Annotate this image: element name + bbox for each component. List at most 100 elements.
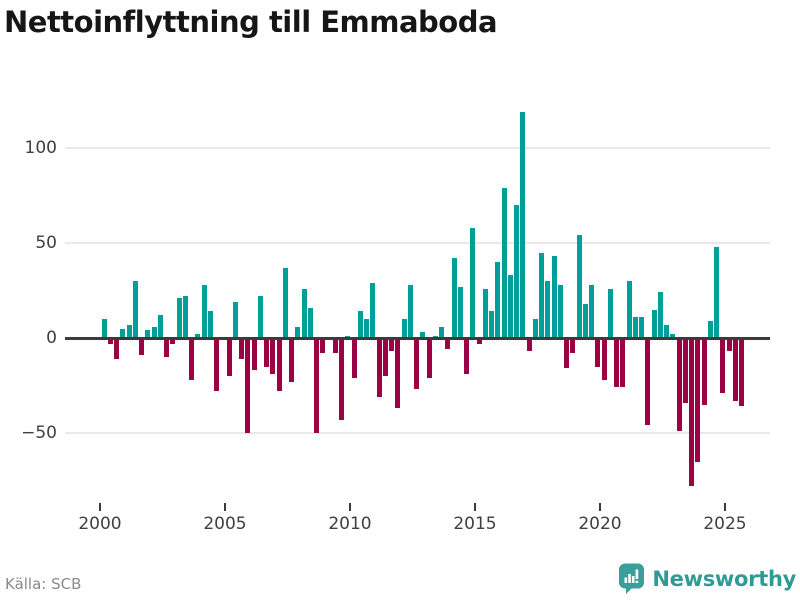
bar (545, 281, 551, 338)
bar (532, 319, 538, 338)
bar (682, 338, 688, 403)
bar (170, 338, 176, 344)
bar (520, 111, 526, 338)
x-axis-tick (724, 503, 726, 511)
bar (595, 338, 601, 367)
bar (601, 338, 607, 380)
bar (539, 252, 544, 338)
brand-wordmark: Newsworthy (652, 566, 796, 591)
bar (701, 338, 707, 405)
bar (114, 338, 119, 359)
bar (370, 282, 376, 338)
bar (445, 338, 451, 350)
bar (507, 275, 513, 338)
bar (626, 281, 632, 338)
bar (439, 326, 444, 338)
bar (482, 288, 488, 338)
x-axis-label: 2025 (703, 514, 747, 534)
bar (164, 338, 169, 357)
bar (151, 326, 157, 338)
bar (707, 320, 713, 338)
bar (332, 338, 338, 354)
y-axis-label: −50 (21, 423, 57, 443)
x-axis-tick (349, 503, 351, 511)
bar (295, 326, 301, 338)
bar (414, 338, 419, 390)
bar (732, 338, 738, 401)
y-gridline (65, 242, 770, 244)
bar (739, 338, 744, 407)
bar (576, 235, 582, 338)
bar (657, 292, 663, 338)
x-axis-tick (599, 503, 601, 511)
x-axis-tick (474, 503, 476, 511)
bar (245, 338, 251, 433)
bar (207, 311, 213, 338)
bar (457, 286, 463, 338)
bar (376, 338, 382, 397)
bar (382, 338, 388, 376)
bar (339, 338, 344, 420)
bar (389, 338, 394, 352)
bar (257, 296, 263, 338)
x-axis-tick (224, 503, 226, 511)
bar (195, 334, 201, 338)
bar (364, 319, 369, 338)
bar (420, 332, 426, 338)
x-axis-label: 2020 (578, 514, 622, 534)
bar (726, 338, 732, 352)
bar (632, 317, 638, 338)
x-axis-label: 2010 (328, 514, 372, 534)
bar (651, 309, 657, 338)
bar (470, 227, 476, 338)
bar (501, 187, 507, 338)
y-axis-label: 100 (24, 138, 57, 158)
bar (401, 319, 407, 338)
bar (239, 338, 244, 359)
bar (426, 338, 432, 378)
bar (120, 328, 126, 338)
source-label: Källa: SCB (5, 575, 82, 593)
bar (176, 298, 182, 338)
bar (664, 324, 669, 338)
bar (607, 288, 613, 338)
bar (139, 338, 144, 356)
y-axis-label: 50 (35, 233, 57, 253)
bar (182, 296, 188, 338)
bar (451, 258, 457, 338)
bar (145, 330, 151, 338)
bar (526, 338, 532, 352)
bar (564, 338, 569, 369)
bar (289, 338, 294, 382)
bar (495, 262, 501, 338)
x-axis-tick (99, 503, 101, 511)
bar (639, 317, 644, 338)
page-title: Nettoinflyttning till Emmaboda (4, 5, 498, 39)
bar (320, 338, 326, 354)
bar (107, 338, 113, 344)
bar (689, 338, 694, 487)
bar (407, 284, 413, 338)
bar (276, 338, 282, 392)
bar (670, 334, 676, 338)
x-axis-label: 2005 (203, 514, 247, 534)
y-axis-label: 0 (46, 328, 57, 348)
brand-logo: Newsworthy (618, 563, 796, 594)
bar (314, 338, 319, 433)
bar (189, 338, 194, 380)
bar (126, 324, 132, 338)
bar (301, 288, 307, 338)
bar (645, 338, 651, 426)
bar (395, 338, 401, 409)
bar (589, 284, 594, 338)
bar (489, 311, 494, 338)
bar (251, 338, 257, 371)
bar (101, 319, 107, 338)
newsworthy-icon (619, 563, 645, 594)
bar (620, 338, 626, 388)
bar (157, 315, 163, 338)
bar (614, 338, 619, 388)
bar (226, 338, 232, 376)
